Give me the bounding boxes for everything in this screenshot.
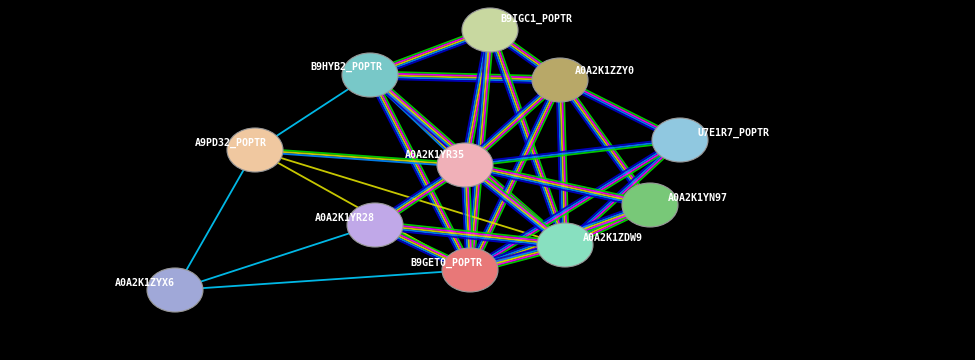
Text: A9PD32_POPTR: A9PD32_POPTR: [195, 138, 267, 148]
Ellipse shape: [437, 143, 493, 187]
Text: B9IGC1_POPTR: B9IGC1_POPTR: [500, 14, 572, 24]
Text: A0A2K1YR28: A0A2K1YR28: [315, 213, 375, 223]
Ellipse shape: [147, 268, 203, 312]
Ellipse shape: [652, 118, 708, 162]
Text: U7E1R7_POPTR: U7E1R7_POPTR: [698, 128, 770, 138]
Text: B9GET0_POPTR: B9GET0_POPTR: [410, 258, 482, 268]
Text: A0A2K1ZYX6: A0A2K1ZYX6: [115, 278, 175, 288]
Text: A0A2K1ZDW9: A0A2K1ZDW9: [583, 233, 643, 243]
Text: A0A2K1YR35: A0A2K1YR35: [405, 150, 465, 160]
Ellipse shape: [462, 8, 518, 52]
Text: A0A2K1ZZY0: A0A2K1ZZY0: [575, 66, 635, 76]
Text: B9HYB2_POPTR: B9HYB2_POPTR: [310, 62, 382, 72]
Ellipse shape: [532, 58, 588, 102]
Ellipse shape: [537, 223, 593, 267]
Text: A0A2K1YN97: A0A2K1YN97: [668, 193, 728, 203]
Ellipse shape: [442, 248, 498, 292]
Ellipse shape: [227, 128, 283, 172]
Ellipse shape: [622, 183, 678, 227]
Ellipse shape: [342, 53, 398, 97]
Ellipse shape: [347, 203, 403, 247]
